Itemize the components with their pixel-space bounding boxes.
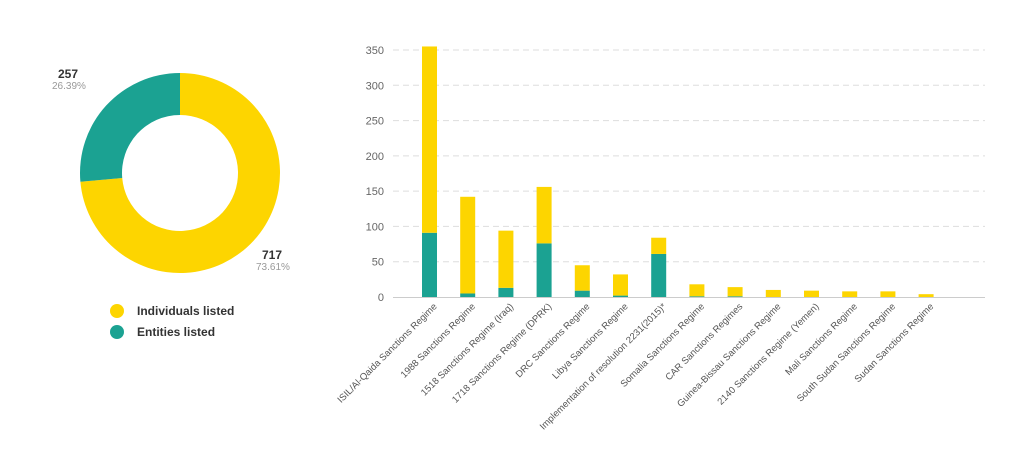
entities-percent-label: 26.39% — [52, 81, 86, 92]
bar-segment-individuals[interactable] — [460, 196, 476, 294]
bar-segment-individuals[interactable] — [727, 287, 743, 297]
x-tick-label: CAR Sanctions Regimes — [664, 301, 746, 383]
bar-segment-entities[interactable] — [613, 295, 628, 297]
y-tick-label: 300 — [366, 80, 384, 92]
bar-segment-entities[interactable] — [574, 290, 590, 297]
bar-segment-individuals[interactable] — [536, 186, 552, 244]
x-tick-label: Libya Sanctions Regime — [550, 301, 630, 381]
individuals-donut-label: 717 73.61% — [256, 248, 290, 273]
bar-segment-entities[interactable] — [689, 296, 705, 297]
y-tick-label: 150 — [366, 186, 384, 198]
legend-label-entities: Entities listed — [137, 324, 216, 339]
x-tick-label: 1988 Sanctions Regime — [399, 301, 478, 380]
donut-chart — [80, 73, 280, 273]
y-tick-label: 0 — [378, 292, 384, 304]
bar-segment-individuals[interactable] — [422, 46, 437, 233]
bar-segment-individuals[interactable] — [498, 230, 514, 288]
bar-segment-entities[interactable] — [498, 287, 514, 297]
bar-segment-individuals[interactable] — [689, 284, 705, 297]
donut-legend: Individuals listed Entities listed — [110, 300, 234, 342]
bar-segment-individuals[interactable] — [880, 291, 896, 297]
x-tick-label: Sudan Sanctions Regime — [853, 301, 937, 385]
donut-slice-individuals[interactable] — [80, 73, 280, 273]
individuals-swatch-icon — [110, 303, 124, 318]
entities-donut-label: 257 26.39% — [52, 67, 86, 92]
bar-segment-individuals[interactable] — [765, 289, 781, 297]
donut-slice-entities[interactable] — [80, 73, 180, 182]
y-tick-label: 350 — [366, 45, 384, 57]
bar-segment-individuals[interactable] — [804, 290, 819, 297]
bar-segment-entities[interactable] — [536, 243, 552, 297]
entities-value-label: 257 — [58, 67, 79, 81]
y-tick-label: 100 — [366, 221, 384, 233]
bar-segment-entities[interactable] — [727, 296, 743, 297]
bar-segment-entities[interactable] — [422, 232, 437, 297]
y-tick-label: 200 — [366, 151, 384, 163]
legend-item-entities[interactable]: Entities listed — [110, 321, 234, 342]
individuals-percent-label: 73.61% — [256, 262, 290, 273]
y-tick-label: 50 — [372, 257, 384, 269]
legend-label-individuals: Individuals listed — [137, 303, 235, 318]
bar-segment-entities[interactable] — [651, 253, 667, 297]
bar-segment-individuals[interactable] — [651, 237, 667, 254]
bar-segment-individuals[interactable] — [613, 274, 628, 296]
individuals-value-label: 717 — [262, 248, 283, 262]
entities-swatch-icon — [110, 324, 124, 339]
x-tick-label: DRC Sanctions Regime — [514, 301, 593, 380]
bar-segment-individuals[interactable] — [918, 294, 934, 297]
bar-segment-individuals[interactable] — [842, 291, 858, 297]
y-tick-label: 250 — [366, 116, 384, 128]
legend-item-individuals[interactable]: Individuals listed — [110, 300, 234, 321]
bar-segment-individuals[interactable] — [574, 265, 590, 291]
bar-segment-entities[interactable] — [460, 293, 476, 297]
x-tick-label: Mali Sanctions Regime — [783, 301, 859, 377]
